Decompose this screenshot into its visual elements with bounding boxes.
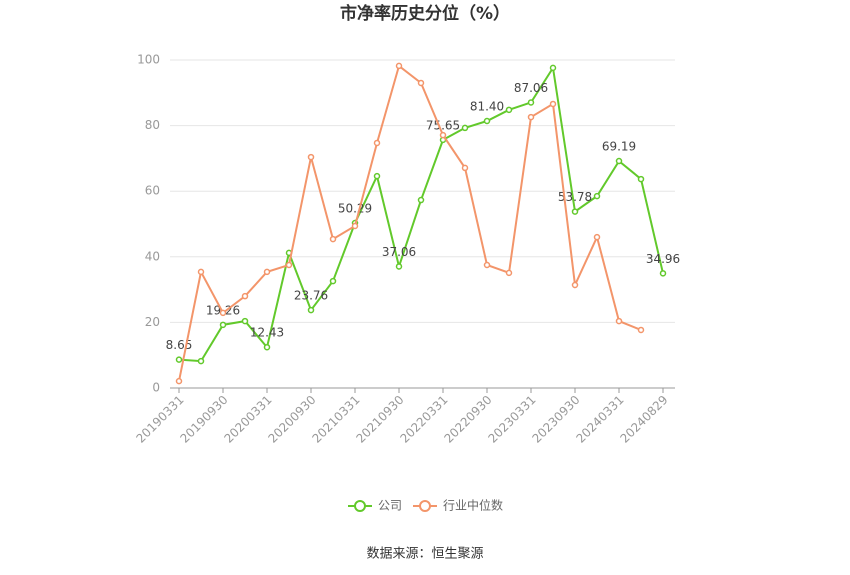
point [219,321,227,329]
point [593,192,601,200]
point [285,261,293,269]
legend-marker [354,500,366,512]
point [351,222,359,230]
point [461,164,469,172]
point [505,106,513,114]
point [637,326,645,334]
source: 数据来源：恒生聚源 [366,547,483,562]
point [549,64,557,72]
legend-label: 公司 [378,499,402,513]
data-label: 81.40 [470,100,504,114]
legend-label: 行业中位数 [443,498,503,513]
point [439,131,447,139]
point [483,261,491,269]
point [197,268,205,276]
data-label: 87.06 [514,81,548,95]
point [549,100,557,108]
y-tick-label: 80 [145,118,160,132]
point [571,281,579,289]
point [527,113,535,121]
series-line [178,64,642,382]
chart-title: 市净率历史分位（%） [340,3,510,24]
point [395,263,403,270]
y-tick-label: 100 [137,53,160,67]
point [219,309,227,317]
point [241,317,249,325]
point [175,356,183,363]
point [615,157,623,165]
data-label: 12.43 [250,326,284,340]
y-tick-label: 0 [152,381,160,395]
point [527,99,535,106]
point [329,277,337,285]
point [461,124,469,132]
point [241,292,249,300]
point [417,196,425,204]
point [373,172,381,180]
data-label: 53.78 [558,190,592,204]
point [659,270,667,277]
point [571,208,579,215]
point [593,233,601,241]
data-label: 69.19 [602,140,636,154]
series-line [178,65,664,363]
point [637,175,645,183]
point [197,357,205,365]
point [263,268,271,276]
point [615,317,623,325]
legend-marker [419,500,431,512]
point [505,269,513,277]
point [483,117,491,125]
data-label: 34.96 [646,252,680,266]
y-tick-label: 40 [145,249,160,263]
data-label: 75.65 [426,118,460,132]
point [329,235,337,243]
point [373,139,381,147]
data-label: 8.65 [166,338,193,352]
data-label: 50.29 [338,202,372,216]
y-tick-label: 60 [145,184,160,198]
x-tick-label: 20240829 [618,393,671,446]
data-label: 37.06 [382,245,416,259]
point [307,306,315,314]
point [395,62,403,70]
point [263,343,271,351]
data-label: 23.76 [294,289,328,303]
y-tick-label: 20 [145,315,160,329]
point [417,79,425,87]
point [175,377,183,385]
point [307,153,315,161]
